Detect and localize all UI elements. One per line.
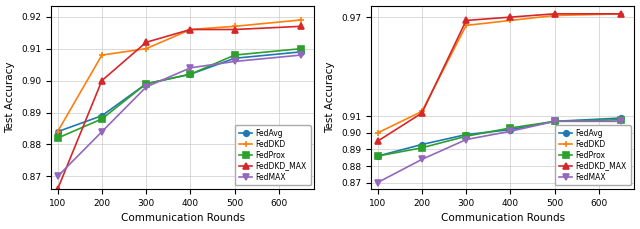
FedDKD [298, 19, 305, 21]
FedDKD_MAX [231, 28, 239, 31]
FedDKD_MAX [187, 28, 195, 31]
FedProx [507, 127, 515, 129]
FedMAX [142, 86, 150, 88]
Y-axis label: Test Accuracy: Test Accuracy [6, 62, 15, 133]
FedProx [462, 135, 470, 138]
FedDKD_MAX [142, 41, 150, 44]
FedMAX [462, 138, 470, 141]
Y-axis label: Test Accuracy: Test Accuracy [326, 62, 335, 133]
FedMAX [231, 60, 239, 63]
FedDKD_MAX [298, 25, 305, 28]
FedProx [54, 137, 61, 139]
FedAvg [551, 120, 559, 123]
FedMAX [418, 158, 426, 161]
FedDKD_MAX [551, 12, 559, 15]
Line: FedDKD: FedDKD [55, 17, 304, 134]
FedDKD [231, 25, 239, 28]
FedAvg [462, 133, 470, 136]
FedDKD [98, 54, 106, 56]
FedDKD_MAX [98, 79, 106, 82]
Line: FedAvg: FedAvg [375, 115, 624, 159]
X-axis label: Communication Rounds: Communication Rounds [440, 213, 564, 224]
Line: FedProx: FedProx [375, 117, 624, 159]
FedAvg [142, 82, 150, 85]
FedMAX [298, 54, 305, 56]
FedDKD_MAX [618, 12, 625, 15]
FedProx [618, 118, 625, 121]
X-axis label: Communication Rounds: Communication Rounds [120, 213, 244, 224]
FedProx [231, 54, 239, 56]
FedProx [418, 146, 426, 149]
FedProx [142, 82, 150, 85]
FedDKD_MAX [462, 19, 470, 22]
FedAvg [298, 50, 305, 53]
FedDKD_MAX [374, 140, 381, 143]
FedAvg [507, 128, 515, 131]
Line: FedAvg: FedAvg [55, 49, 304, 134]
FedDKD_MAX [54, 188, 61, 191]
FedDKD [54, 130, 61, 133]
FedProx [98, 117, 106, 120]
FedDKD [462, 24, 470, 27]
FedAvg [418, 143, 426, 146]
FedProx [187, 73, 195, 76]
FedMAX [54, 175, 61, 178]
FedAvg [54, 130, 61, 133]
Line: FedMAX: FedMAX [55, 52, 304, 179]
FedDKD_MAX [418, 112, 426, 114]
FedMAX [98, 130, 106, 133]
FedMAX [618, 120, 625, 123]
FedDKD [507, 19, 515, 22]
Line: FedDKD: FedDKD [375, 11, 624, 136]
Legend: FedAvg, FedDKD, FedProx, FedDKD_MAX, FedMAX: FedAvg, FedDKD, FedProx, FedDKD_MAX, Fed… [235, 125, 310, 185]
Line: FedMAX: FedMAX [375, 119, 624, 185]
FedProx [298, 47, 305, 50]
Line: FedDKD_MAX: FedDKD_MAX [55, 24, 304, 192]
FedDKD [418, 110, 426, 113]
FedProx [374, 155, 381, 158]
FedDKD [551, 14, 559, 17]
FedDKD [187, 28, 195, 31]
Line: FedDKD_MAX: FedDKD_MAX [375, 11, 624, 144]
FedMAX [374, 181, 381, 184]
FedAvg [187, 73, 195, 76]
FedAvg [98, 114, 106, 117]
FedDKD [142, 47, 150, 50]
FedDKD_MAX [507, 16, 515, 19]
FedMAX [507, 130, 515, 133]
Line: FedProx: FedProx [55, 46, 304, 141]
FedProx [551, 120, 559, 123]
FedMAX [551, 120, 559, 123]
FedAvg [231, 57, 239, 60]
Legend: FedAvg, FedDKD, FedProx, FedDKD_MAX, FedMAX: FedAvg, FedDKD, FedProx, FedDKD_MAX, Fed… [555, 125, 630, 185]
FedAvg [618, 117, 625, 119]
FedDKD [374, 131, 381, 134]
FedAvg [374, 155, 381, 158]
FedDKD [618, 12, 625, 15]
FedMAX [187, 66, 195, 69]
